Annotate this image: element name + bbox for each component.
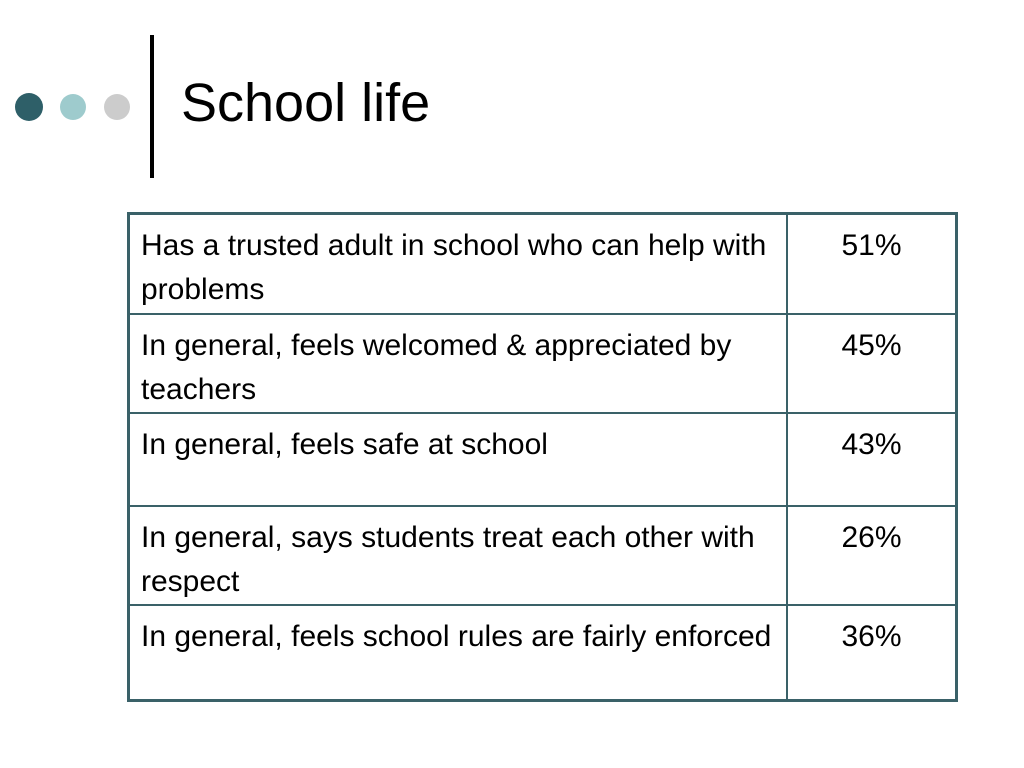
title-divider	[150, 35, 154, 178]
row-value: 51%	[786, 215, 955, 315]
row-label: In general, feels school rules are fairl…	[130, 604, 788, 699]
row-label: In general, feels safe at school	[130, 412, 788, 507]
survey-table: Has a trusted adult in school who can he…	[127, 212, 958, 702]
row-label: In general, says students treat each oth…	[130, 505, 788, 606]
slide-title: School life	[181, 73, 431, 133]
row-value: 43%	[786, 412, 955, 507]
table-row: Has a trusted adult in school who can he…	[130, 215, 955, 315]
row-value: 45%	[786, 313, 955, 414]
row-value: 36%	[786, 604, 955, 699]
table-row: In general, feels school rules are fairl…	[130, 604, 955, 699]
table-row: In general, feels welcomed & appreciated…	[130, 313, 955, 414]
decorative-dot-light	[60, 94, 86, 120]
row-label: In general, feels welcomed & appreciated…	[130, 313, 788, 414]
row-value: 26%	[786, 505, 955, 606]
decorative-dot-gray	[104, 94, 130, 120]
decorative-dot-dark	[15, 93, 43, 121]
survey-table-grid: Has a trusted adult in school who can he…	[130, 215, 955, 699]
table-row: In general, says students treat each oth…	[130, 505, 955, 606]
row-label: Has a trusted adult in school who can he…	[130, 215, 788, 315]
table-row: In general, feels safe at school 43%	[130, 412, 955, 507]
